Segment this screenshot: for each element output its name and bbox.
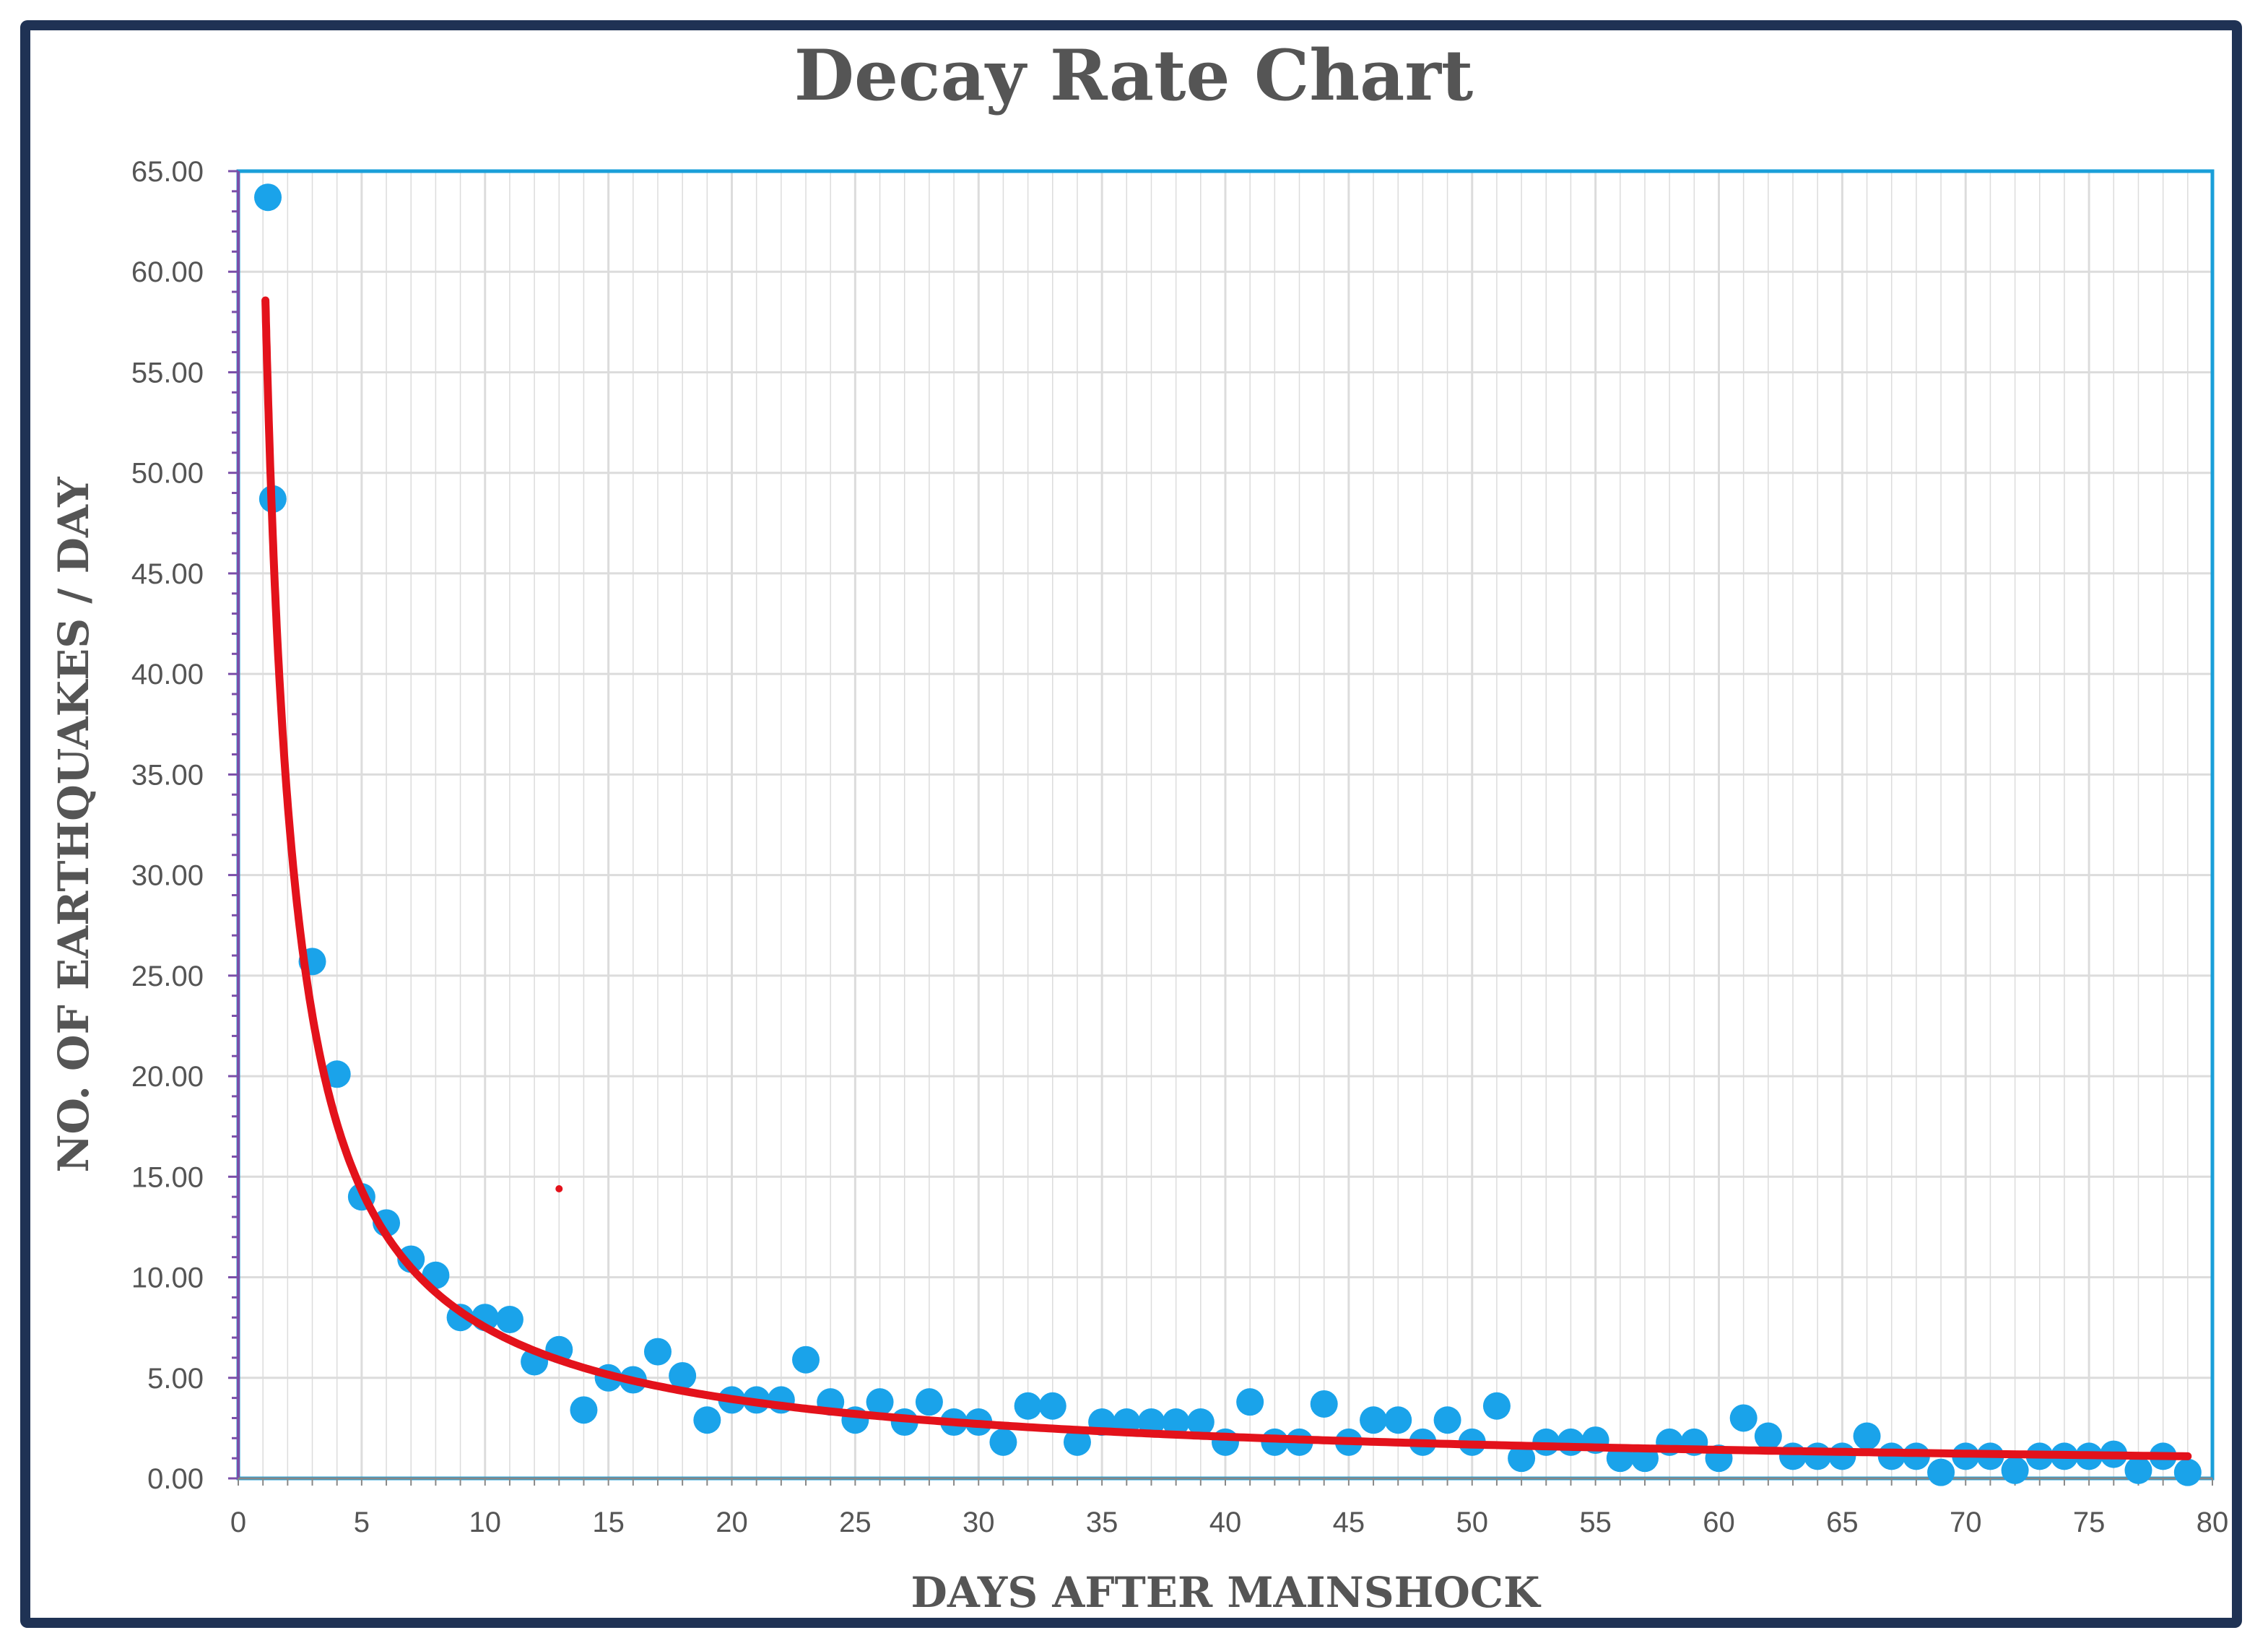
data-point	[643, 1338, 672, 1366]
data-point	[1063, 1428, 1091, 1456]
x-tick-label: 75	[2073, 1507, 2106, 1538]
data-point	[1433, 1406, 1461, 1434]
x-tick-label: 35	[1086, 1507, 1118, 1538]
y-axis: 0.00 5.00 10.00 15.00 20.00 25.00 30.00 35.00 40…	[131, 156, 240, 1495]
data-point	[989, 1428, 1017, 1456]
data-point	[2001, 1456, 2029, 1484]
data-point	[1014, 1392, 1042, 1420]
y-tick-label: 60.00	[131, 256, 204, 288]
x-tick-label: 15	[592, 1507, 625, 1538]
y-tick-label: 20.00	[131, 1061, 204, 1093]
data-point	[1186, 1408, 1215, 1436]
y-tick-label: 45.00	[131, 558, 204, 590]
data-point	[1360, 1406, 1388, 1434]
data-point	[1927, 1458, 1955, 1486]
data-point	[397, 1245, 425, 1273]
x-axis-title: DAYS AFTER MAINSHOCK	[911, 1568, 1542, 1617]
data-point	[2173, 1458, 2202, 1486]
data-point	[1508, 1444, 1536, 1473]
x-tick-label: 40	[1209, 1507, 1242, 1538]
grid	[237, 170, 2214, 1480]
data-point	[1310, 1390, 1338, 1418]
data-point	[1482, 1392, 1511, 1420]
data-point	[792, 1346, 820, 1374]
data-point	[323, 1060, 351, 1088]
x-tick-label: 80	[2197, 1507, 2229, 1538]
y-tick-label: 25.00	[131, 961, 204, 992]
data-point	[1754, 1422, 1782, 1450]
observed-points	[254, 183, 2202, 1486]
y-tick-label: 0.00	[147, 1463, 204, 1495]
y-tick-label: 5.00	[147, 1363, 204, 1395]
x-tick-label: 0	[230, 1507, 246, 1538]
data-point	[1236, 1388, 1264, 1416]
y-tick-label: 65.00	[131, 156, 204, 188]
y-tick-label: 50.00	[131, 458, 204, 490]
x-tick-label: 5	[354, 1507, 370, 1538]
data-point	[1384, 1406, 1412, 1434]
y-tick-label: 35.00	[131, 759, 204, 791]
x-tick-label: 60	[1703, 1507, 1735, 1538]
data-point	[1162, 1408, 1190, 1436]
data-point	[495, 1306, 523, 1334]
x-tick-label: 65	[1826, 1507, 1859, 1538]
x-tick-label: 25	[839, 1507, 872, 1538]
y-tick-label: 40.00	[131, 659, 204, 690]
data-point	[2124, 1456, 2152, 1484]
data-point	[1779, 1442, 1807, 1470]
data-point	[1729, 1404, 1758, 1432]
trend-line	[261, 296, 2192, 1460]
data-point	[1557, 1428, 1585, 1456]
data-point	[693, 1406, 721, 1434]
data-point	[1853, 1422, 1881, 1450]
chart-frame	[20, 20, 2242, 1628]
x-tick-label: 20	[716, 1507, 748, 1538]
x-tick-label: 30	[963, 1507, 995, 1538]
data-point	[915, 1388, 943, 1416]
annotations	[555, 1185, 563, 1193]
data-point	[1038, 1392, 1066, 1420]
data-point	[866, 1388, 894, 1416]
chart-title: Decay Rate Chart	[794, 35, 1474, 116]
y-tick-label: 30.00	[131, 860, 204, 892]
x-axis: 0 5 10 15 20 25 30 35 40 45 50 55 60 65 70 75 80	[230, 1477, 2229, 1538]
x-tick-label: 55	[1579, 1507, 1612, 1538]
x-tick-label: 10	[469, 1507, 502, 1538]
data-point	[254, 183, 282, 212]
data-point	[570, 1396, 598, 1424]
y-tick-label: 55.00	[131, 357, 204, 389]
x-tick-label: 50	[1456, 1507, 1489, 1538]
x-tick-label: 70	[1950, 1507, 1982, 1538]
y-tick-label: 15.00	[131, 1161, 204, 1193]
y-tick-label: 10.00	[131, 1262, 204, 1294]
x-tick-label: 45	[1333, 1507, 1365, 1538]
data-point	[1804, 1442, 1832, 1470]
data-point	[669, 1361, 697, 1390]
data-point	[1828, 1442, 1856, 1470]
y-axis-title: NO. OF EARTHQUAKES / DAY	[49, 477, 98, 1173]
data-point	[1137, 1408, 1165, 1436]
stray-dot	[555, 1185, 563, 1193]
